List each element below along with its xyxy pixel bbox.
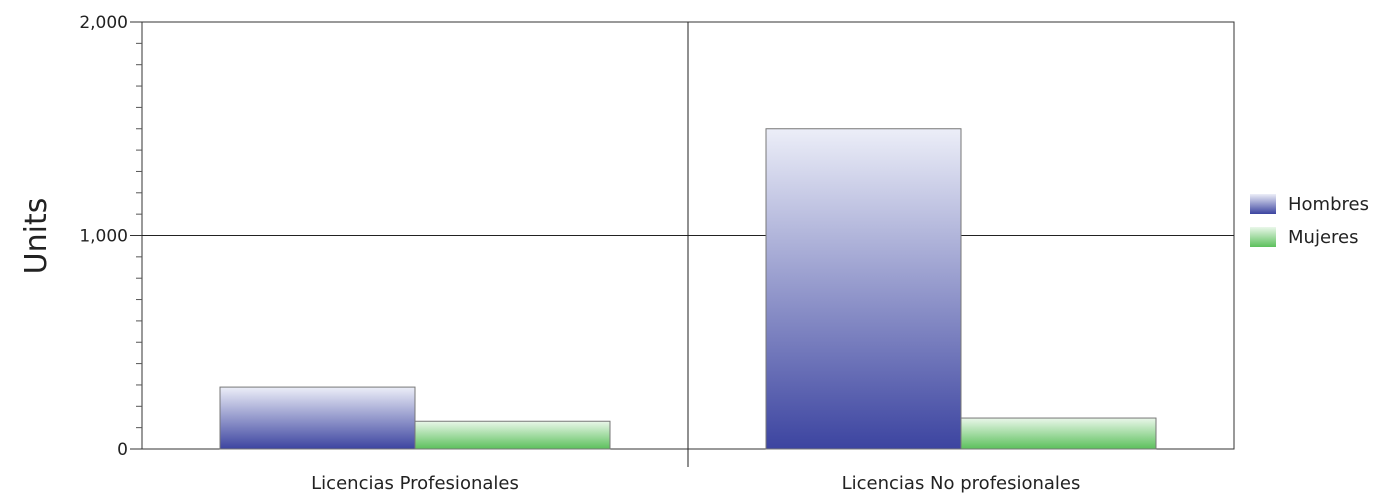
bar-mujeres-1 (414, 420, 611, 450)
legend-label-mujeres: Mujeres (1288, 227, 1358, 248)
y-tick-label: 1,000 (79, 227, 128, 247)
y-tick-label: 2,000 (79, 13, 128, 33)
bar-hombres-1 (219, 386, 416, 450)
bars (219, 128, 1157, 450)
legend-swatch-mujeres (1250, 227, 1276, 247)
axes: 0 1,000 2,000 Licencias Profesionales Licenc… (79, 13, 1080, 494)
bar-hombres-2 (765, 128, 962, 450)
legend-label-hombres: Hombres (1288, 194, 1369, 215)
bar-mujeres-2 (960, 417, 1157, 450)
y-axis-label: Units (19, 198, 54, 275)
x-category-label: Licencias Profesionales (311, 473, 519, 494)
legend: Hombres Mujeres (1250, 194, 1369, 248)
y-tick-label: 0 (117, 440, 128, 460)
x-category-label: Licencias No profesionales (842, 473, 1081, 494)
legend-swatch-hombres (1250, 194, 1276, 214)
